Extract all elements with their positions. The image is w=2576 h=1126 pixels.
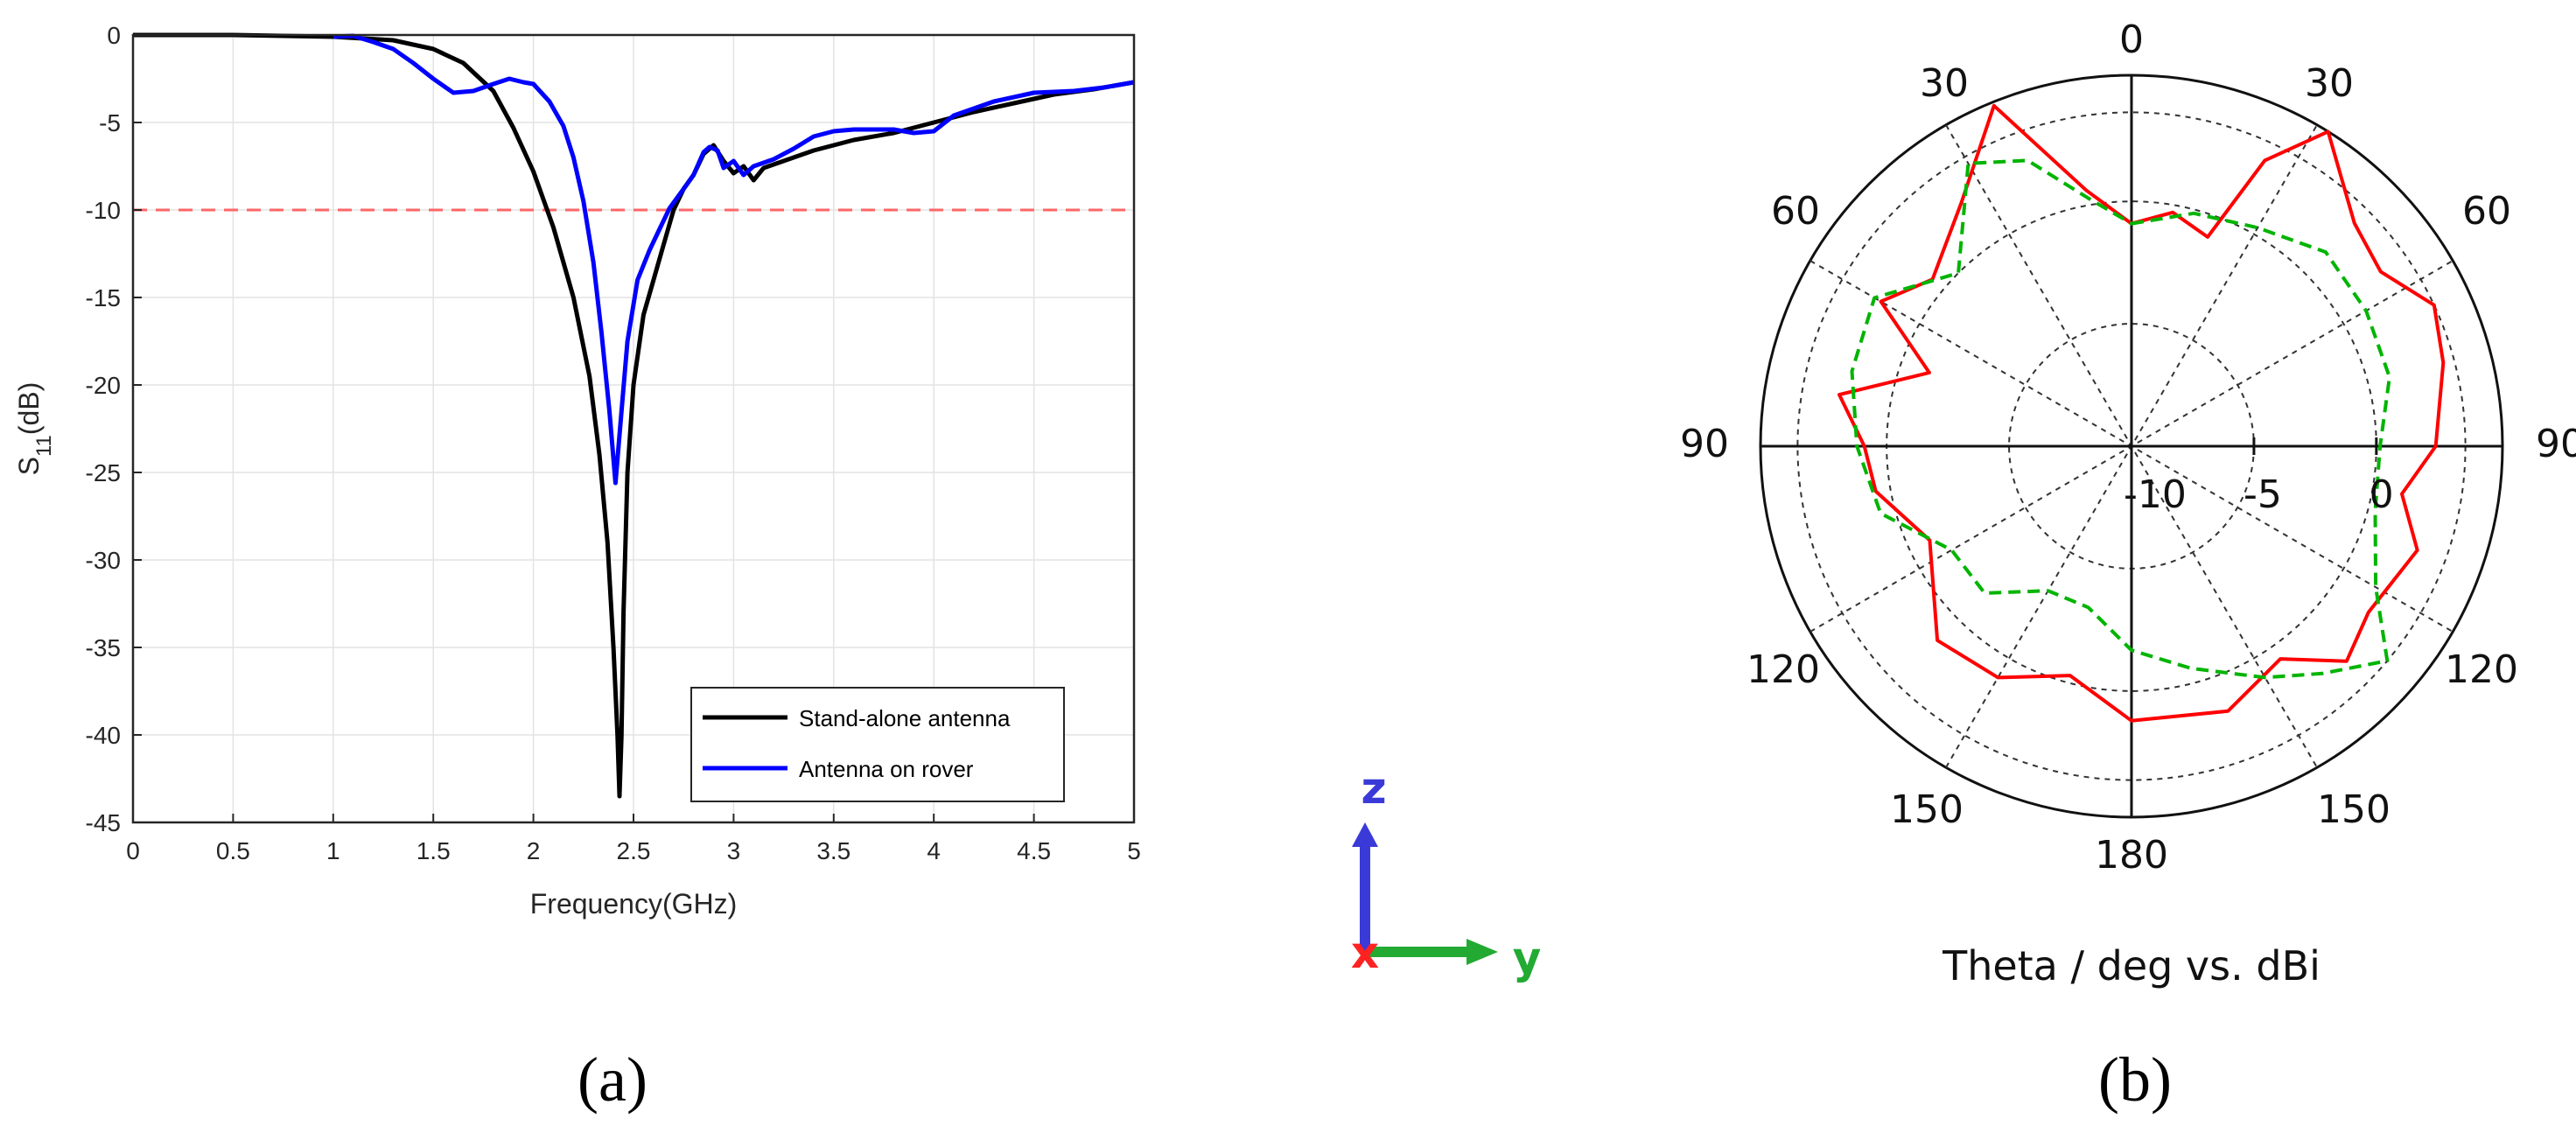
polar-angle-label: 90 [1680,422,1729,466]
x-tick-label: 5 [1127,837,1141,864]
polar-angle-label: 60 [2462,189,2511,234]
x-tick-label: 1.5 [416,837,451,864]
polar-labels: 0 30 30 60 60 90 90 120 120 150 150 180 -10 -5 0 [1680,17,2576,878]
x-tick-label: 1 [326,837,340,864]
legend-box [690,687,1065,802]
x-tick-label: 2 [527,837,541,864]
legend: Stand-alone antenna Antenna on rover [690,687,1065,802]
y-tick-label: -25 [86,459,121,486]
y-tick-label: 0 [107,22,121,49]
y-label-main: S [13,457,45,475]
polar-angle-label: 150 [1890,787,1964,832]
polar-angle-label: 120 [1746,647,1820,692]
polar-angle-label: 30 [1920,61,1969,106]
y-arrow-head [1466,939,1498,965]
x-axis-label-triad: x [1351,927,1379,978]
y-tick-label: -35 [86,634,121,661]
coordinate-triad: z y x [1351,763,1541,983]
z-arrow-head [1352,822,1378,847]
polar-radial-label: -10 [2124,472,2187,517]
polar-angle-label: 60 [1771,189,1820,234]
panel-label-a: (a) [578,1045,648,1115]
y-tick-label: -30 [86,547,121,574]
polar-grid [1759,73,2504,819]
s11-chart: 0 0.5 1 1.5 2 2.5 3 3.5 4 4.5 5 0 -5 -10 -15 -20 -25 -30 -… [13,22,1141,1115]
y-tick-label: -5 [99,109,121,136]
y-label-unit: (dB) [13,382,45,435]
x-tick-label: 0 [126,837,140,864]
polar-radial-label: 0 [2370,472,2394,517]
polar-radial-label: -5 [2244,472,2282,517]
x-tick-label: 2.5 [617,837,651,864]
polar-caption: Theta / deg vs. dBi [1942,942,2320,990]
panel-label-b: (b) [2098,1045,2172,1115]
y-axis-label-triad: y [1513,933,1542,983]
y-tick-label: -15 [86,284,121,311]
polar-chart: 0 30 30 60 60 90 90 120 120 150 150 180 -10 -5 0 Theta… [1680,17,2576,1115]
y-tick-label: -40 [86,722,121,749]
y-tick-label: -45 [86,809,121,836]
tick-labels: 0 0.5 1 1.5 2 2.5 3 3.5 4 4.5 5 0 -5 -10 -15 -20 -25 -30 -… [86,22,1141,864]
x-tick-label: 0.5 [216,837,250,864]
x-tick-label: 3 [727,837,741,864]
x-axis-label: Frequency(GHz) [530,888,738,920]
y-tick-label: -20 [86,372,121,399]
polar-series-red [1838,103,2446,723]
legend-label-stand-alone: Stand-alone antenna [799,705,1011,731]
z-axis-label: z [1361,763,1386,814]
polar-angle-label: 90 [2536,422,2576,466]
polar-angle-label: 150 [2317,787,2390,832]
legend-label-rover: Antenna on rover [799,756,974,782]
polar-angle-label: 0 [2119,17,2144,62]
y-label-sub: 11 [32,435,56,457]
x-tick-label: 4.5 [1017,837,1051,864]
x-tick-label: 4 [927,837,941,864]
polar-series-green [1850,158,2391,680]
polar-series-group [1838,103,2446,723]
series-line-rover [332,33,1135,486]
y-axis-label: S11(dB) [13,382,56,476]
x-tick-label: 3.5 [816,837,850,864]
y-tick-label: -10 [86,197,121,224]
polar-angle-label: 120 [2445,647,2518,692]
series-line-stand-alone [133,32,1135,799]
polar-angle-label: 180 [2095,833,2168,878]
series-group [133,32,1135,799]
polar-angle-label: 30 [2305,61,2354,106]
